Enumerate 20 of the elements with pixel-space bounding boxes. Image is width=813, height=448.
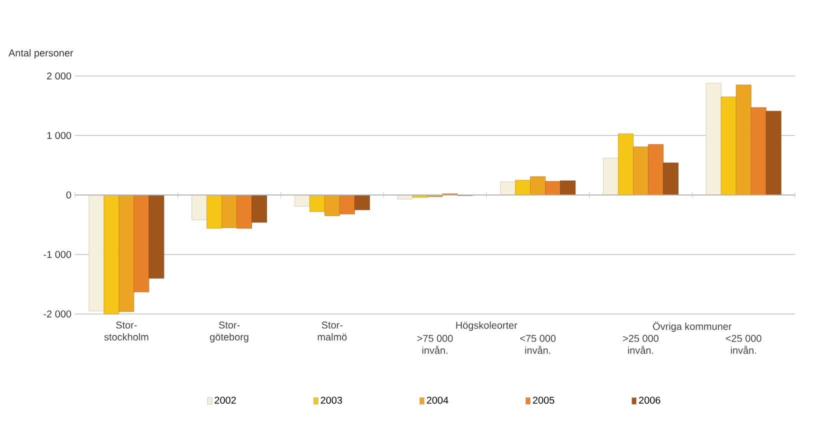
x-tick-label: <75 000 invån.	[520, 334, 556, 354]
legend-label: 2003	[320, 396, 342, 404]
x-tick-label: <25 000 invån.	[726, 334, 762, 354]
legend-label: 2005	[532, 396, 554, 404]
legend-label: 2002	[214, 396, 236, 404]
legend-label: 2004	[426, 396, 448, 404]
legend-label: 2006	[639, 396, 660, 404]
y-tick-label: -1 000	[44, 250, 72, 258]
x-tick-label: Stor-stockholm	[104, 322, 148, 341]
y-tick-label: 2 000	[47, 72, 72, 80]
y-axis-title: Antal personer	[8, 49, 74, 58]
text: Högskoleorter	[456, 322, 518, 331]
text: Övriga kommuner	[653, 322, 732, 332]
y-tick-label: 1 000	[47, 132, 72, 140]
x-tick-label: Stor-göteborg	[210, 322, 248, 342]
x-tick-label: >25 000 invån.	[623, 334, 658, 354]
y-tick-label: 0	[66, 191, 72, 199]
y-tick-label: -2 000	[44, 310, 72, 318]
x-tick-label: >75 000 invån.	[417, 334, 453, 354]
x-tick-label: Stor-malmö	[318, 322, 347, 341]
